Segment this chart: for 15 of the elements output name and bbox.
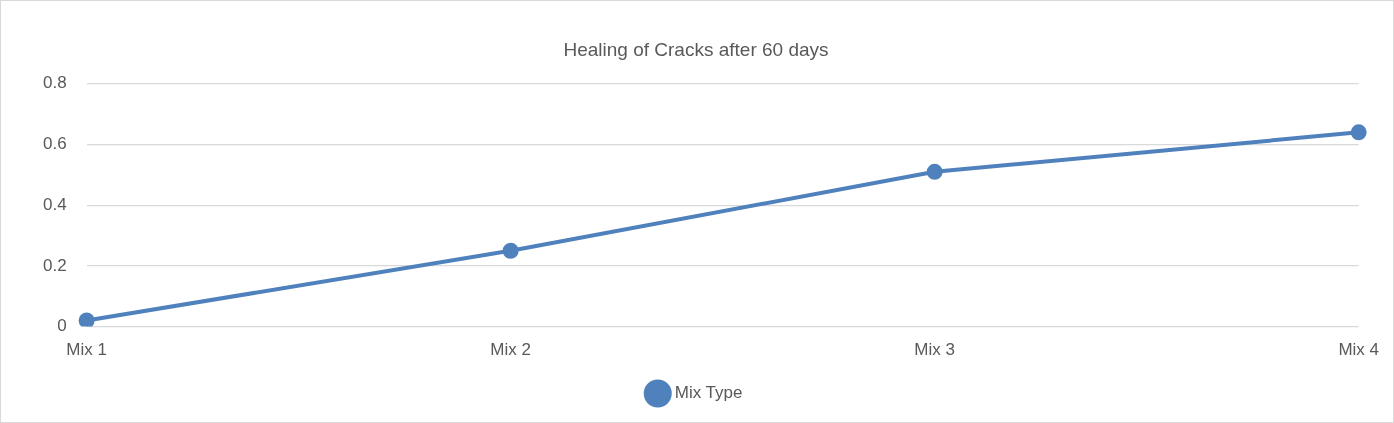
y-tick-label: 0.4 xyxy=(42,194,67,214)
x-tick-label: Mix 1 xyxy=(66,340,107,360)
x-tick-label: Mix 4 xyxy=(1338,340,1379,360)
point xyxy=(78,312,95,327)
y-tick-label: 0 xyxy=(57,316,67,336)
point xyxy=(926,163,943,180)
y-tick-label: 0.6 xyxy=(42,134,67,154)
y-tick-label: 0.2 xyxy=(42,255,67,275)
x-tick-label: Mix 2 xyxy=(490,340,531,360)
legend-label: Mix Type xyxy=(674,383,743,403)
x-tick-label: Mix 3 xyxy=(914,340,955,360)
y-tick-label: 0.8 xyxy=(42,73,67,93)
point xyxy=(502,242,519,259)
chart-title: Healing of Cracks after 60 days xyxy=(563,38,829,60)
point xyxy=(1350,124,1367,141)
